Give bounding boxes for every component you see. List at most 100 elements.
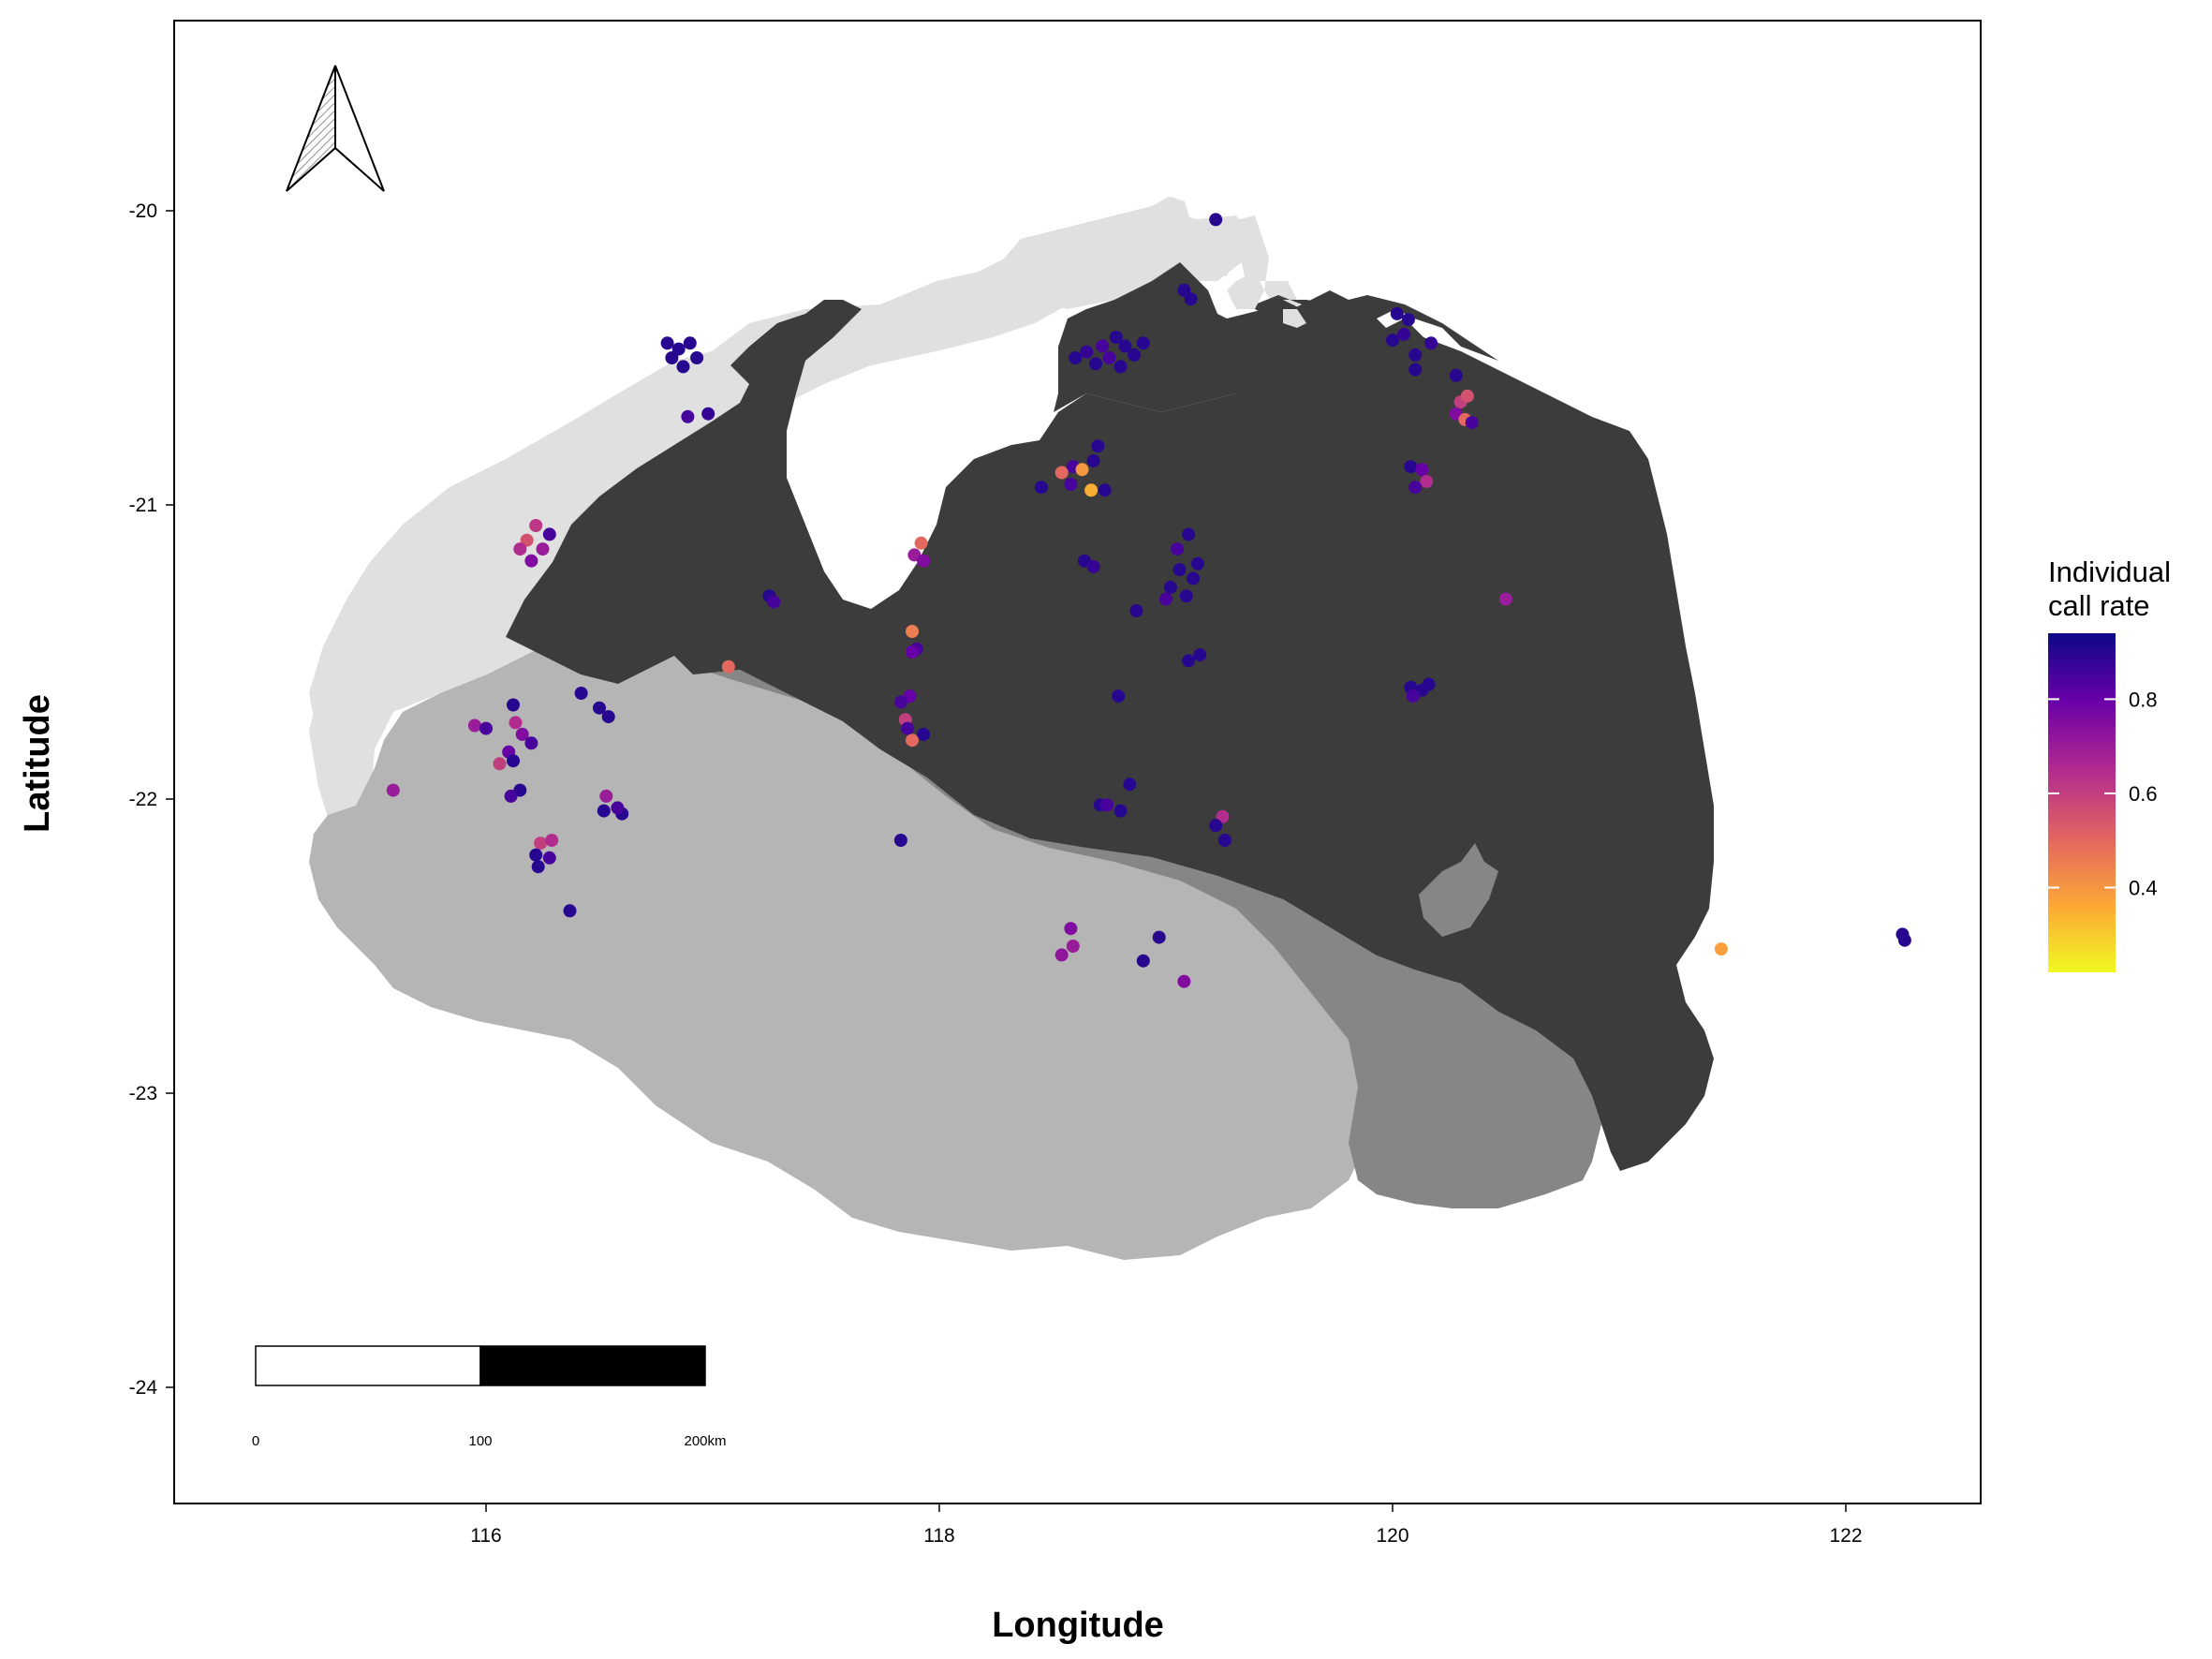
data-point [1422,677,1436,691]
data-point [536,542,550,556]
data-point [671,342,686,356]
data-point [507,698,520,712]
scale-label: 200km [684,1433,726,1449]
region-coastal-upper [955,197,1236,309]
legend-colorbar [2048,633,2116,972]
data-point [1054,948,1069,962]
data-point [1184,292,1198,306]
data-point [1064,478,1078,491]
data-point [1086,559,1100,573]
data-point [1415,463,1429,477]
data-point [1408,363,1423,377]
x-axis-title: Longitude [992,1606,1164,1645]
y-tick-label: -21 [129,495,157,516]
legend-tick-label: 0.4 [2129,877,2158,900]
data-point [531,860,545,874]
data-point [1152,930,1166,944]
x-tick-label: 122 [1829,1525,1862,1547]
data-point [513,542,527,556]
scale-bar-segment-white [255,1345,481,1386]
legend: Individual call rate 0.4 0.6 0.8 [2048,555,2171,972]
data-point [520,533,534,547]
data-point [1209,213,1223,227]
data-point [917,554,931,568]
data-point [599,789,613,803]
data-point [1129,604,1143,617]
data-point [1449,368,1463,382]
data-point [1054,466,1069,480]
legend-title-line: call rate [2048,589,2150,622]
data-point [676,360,690,374]
data-point [597,804,611,818]
data-point [683,336,697,350]
data-point [1136,336,1150,350]
data-point [901,721,915,735]
data-point [1465,416,1479,430]
data-point [1163,580,1177,594]
data-point [1080,345,1094,359]
y-axis: -20 -21 -22 -23 -24 Latitude [18,200,174,1399]
data-point [1897,933,1911,947]
data-point [1187,571,1200,585]
data-point [917,727,931,741]
data-point [1100,798,1114,812]
region-interior-ne [1255,295,1498,361]
data-point [524,736,538,750]
legend-tick-label: 0.8 [2129,688,2158,711]
data-point [574,687,588,700]
data-point [1217,834,1231,847]
y-tick-label: -20 [129,200,157,222]
data-point [1406,689,1420,704]
data-point [1066,940,1080,953]
region-inlet-2 [1283,309,1306,328]
data-point [593,701,606,715]
data-point [1390,306,1404,320]
data-point [1209,819,1223,833]
data-point [665,351,679,364]
data-point [479,721,493,735]
data-point [504,789,518,803]
data-point [1171,542,1185,556]
x-tick-label: 120 [1376,1525,1408,1547]
data-point [660,336,674,350]
data-point [1386,333,1399,348]
y-tick-label: -22 [129,789,157,810]
data-points [386,213,1911,988]
data-point [1177,974,1191,988]
data-point [1424,336,1438,350]
data-point [542,527,556,541]
data-point [1102,351,1116,364]
data-point [1401,313,1415,327]
data-point [1182,654,1196,668]
region-transition [674,656,1601,1208]
region-layers [309,197,1714,1260]
data-point [1499,592,1512,606]
data-point [515,727,529,741]
data-point [563,904,577,918]
data-point [1112,689,1126,704]
data-point [906,733,919,748]
data-point [1190,556,1204,570]
data-point [1420,474,1434,488]
scale-label: 0 [252,1433,259,1449]
data-point [701,407,715,421]
legend-ticks: 0.4 0.6 0.8 [2048,688,2158,900]
data-point [893,834,907,847]
data-point [467,718,481,733]
scale-bar: 0 100 200km [252,1345,727,1449]
scale-label: 100 [468,1433,492,1449]
data-point [1123,778,1137,792]
data-point [524,554,538,568]
data-point [721,659,735,674]
data-point [914,536,928,550]
region-interior-north [1054,262,1269,412]
data-point [1113,804,1128,818]
data-point [767,595,781,609]
data-point [893,695,907,709]
data-point [1089,357,1102,371]
y-tick-label: -23 [129,1083,157,1104]
data-point [545,834,559,847]
data-point [906,625,919,638]
data-point [1084,483,1099,497]
data-point [1128,348,1142,362]
